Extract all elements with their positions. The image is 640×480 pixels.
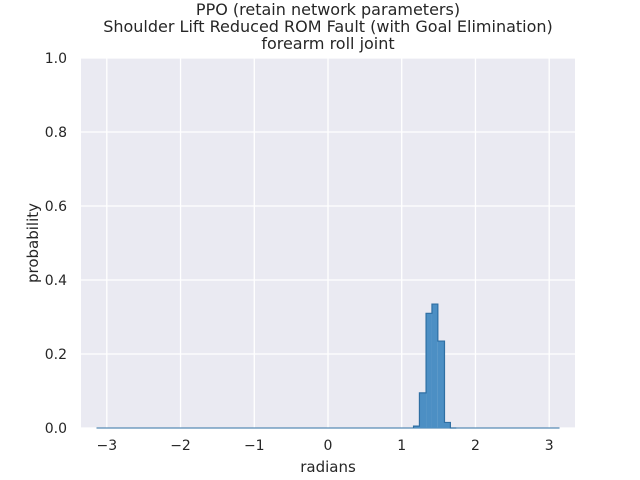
chart-title: PPO (retain network parameters) Shoulder…	[103, 0, 553, 53]
histogram-bar	[431, 304, 438, 428]
x-tick-label: 1	[397, 438, 406, 454]
y-axis-label: probability	[24, 203, 42, 283]
histogram-bar	[437, 341, 445, 428]
x-tick-label: −1	[244, 438, 265, 454]
y-tick-label: 1.0	[45, 51, 67, 67]
y-tick-label: 0.8	[45, 125, 67, 141]
x-tick-label: 0	[324, 438, 333, 454]
histogram-bars	[96, 303, 560, 429]
histogram-bar	[419, 392, 427, 428]
histogram-bar	[413, 426, 420, 428]
x-tick-label: 2	[471, 438, 480, 454]
histogram-outline	[412, 303, 457, 429]
y-tick-label: 0.2	[45, 347, 67, 363]
x-tick-label: 3	[545, 438, 554, 454]
chart-title-line-1: PPO (retain network parameters)	[196, 0, 460, 19]
x-axis-ticks: −3 −2 −1 0 1 2 3	[96, 438, 553, 454]
y-tick-label: 0.4	[45, 273, 67, 289]
histogram-bar	[444, 422, 451, 428]
histogram-bar	[426, 313, 432, 428]
chart-title-line-2: Shoulder Lift Reduced ROM Fault (with Go…	[103, 17, 553, 36]
y-tick-label: 0.0	[45, 421, 67, 437]
y-tick-label: 0.6	[45, 199, 67, 215]
x-axis-label: radians	[300, 458, 356, 476]
chart-title-line-3: forearm roll joint	[261, 34, 394, 53]
x-tick-label: −3	[96, 438, 117, 454]
y-axis-ticks: 0.0 0.2 0.4 0.6 0.8 1.0	[45, 51, 67, 437]
x-tick-label: −2	[170, 438, 191, 454]
